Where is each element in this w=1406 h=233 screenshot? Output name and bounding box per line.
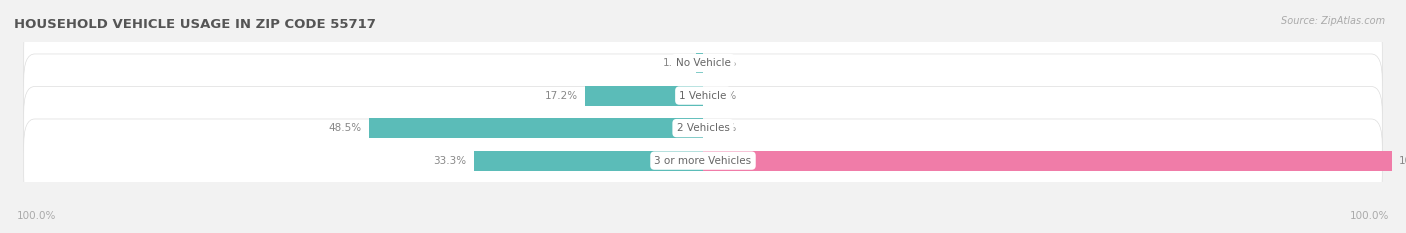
- Bar: [368, 118, 703, 138]
- Text: No Vehicle: No Vehicle: [675, 58, 731, 68]
- Text: 2 Vehicles: 2 Vehicles: [676, 123, 730, 133]
- Text: 3 or more Vehicles: 3 or more Vehicles: [654, 156, 752, 166]
- Text: 1 Vehicle: 1 Vehicle: [679, 91, 727, 101]
- Bar: [696, 53, 703, 73]
- Text: 0.0%: 0.0%: [710, 58, 737, 68]
- Text: 33.3%: 33.3%: [433, 156, 467, 166]
- FancyBboxPatch shape: [24, 21, 1382, 105]
- Text: HOUSEHOLD VEHICLE USAGE IN ZIP CODE 55717: HOUSEHOLD VEHICLE USAGE IN ZIP CODE 5571…: [14, 17, 375, 31]
- Text: 100.0%: 100.0%: [1399, 156, 1406, 166]
- Text: Source: ZipAtlas.com: Source: ZipAtlas.com: [1281, 16, 1385, 26]
- Text: 17.2%: 17.2%: [544, 91, 578, 101]
- FancyBboxPatch shape: [24, 86, 1382, 170]
- Text: 1.0%: 1.0%: [662, 58, 689, 68]
- Bar: [585, 86, 703, 106]
- FancyBboxPatch shape: [24, 119, 1382, 202]
- Text: 100.0%: 100.0%: [17, 211, 56, 221]
- Text: 0.0%: 0.0%: [710, 123, 737, 133]
- Text: 0.0%: 0.0%: [710, 91, 737, 101]
- Bar: [474, 151, 703, 171]
- Text: 100.0%: 100.0%: [1350, 211, 1389, 221]
- Text: 48.5%: 48.5%: [329, 123, 361, 133]
- FancyBboxPatch shape: [24, 54, 1382, 137]
- Bar: [703, 151, 1392, 171]
